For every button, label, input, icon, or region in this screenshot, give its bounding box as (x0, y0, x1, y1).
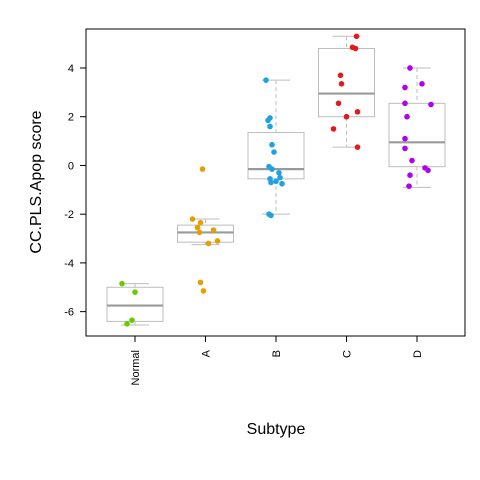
data-point-d (402, 100, 408, 107)
data-point-b (265, 117, 271, 124)
x-tick-label: B (271, 350, 283, 357)
data-point-d (402, 135, 408, 142)
data-point-b (267, 123, 273, 130)
box-c (318, 35, 375, 148)
data-point-a (199, 166, 206, 172)
x-tick-label: D (412, 350, 424, 358)
y-tick-label: 4 (68, 63, 74, 75)
data-point-b (263, 77, 269, 83)
data-point-b (268, 179, 274, 186)
data-point-b (279, 180, 285, 187)
data-point-d (409, 157, 415, 164)
x-tick-label: Normal (130, 350, 142, 385)
boxes-layer (106, 35, 446, 326)
data-point-c (330, 126, 337, 132)
data-point-d (407, 65, 413, 71)
x-tick-label: C (342, 350, 354, 358)
box-b (247, 79, 305, 215)
data-point-normal (129, 317, 135, 323)
box-iqr (318, 47, 375, 118)
y-tick-label: -6 (64, 307, 74, 319)
y-tick-label: 0 (68, 160, 74, 172)
data-point-a (197, 219, 204, 226)
data-point-c (353, 33, 360, 40)
data-point-b (277, 174, 283, 181)
data-point-a (205, 240, 212, 247)
box-iqr (247, 132, 305, 180)
box-iqr (177, 224, 234, 243)
data-point-d (406, 183, 412, 189)
data-point-c (338, 81, 345, 87)
data-point-a (189, 216, 196, 222)
box-d (388, 67, 446, 188)
data-point-d (425, 167, 431, 174)
data-point-b (269, 166, 275, 172)
data-point-d (428, 101, 434, 108)
data-point-b (273, 178, 279, 185)
data-point-d (407, 172, 413, 178)
x-axis: Normal A B C D (130, 335, 424, 385)
data-point-c (337, 72, 344, 79)
data-point-a (196, 229, 203, 236)
data-point-a (210, 227, 217, 233)
y-tick-label: -4 (64, 258, 74, 270)
points-layer (119, 33, 434, 327)
data-point-normal (124, 321, 130, 327)
data-point-c (352, 45, 359, 52)
box-a (177, 218, 234, 246)
data-point-d (419, 81, 425, 87)
data-point-a (194, 224, 201, 231)
data-point-c (335, 100, 342, 107)
data-point-normal (119, 280, 125, 287)
data-point-c (354, 144, 361, 150)
x-tick-label: A (201, 349, 213, 357)
data-point-b (269, 141, 275, 148)
data-point-b (268, 212, 274, 219)
data-point-a (200, 288, 207, 294)
box-iqr (388, 102, 446, 168)
data-point-b (271, 149, 277, 155)
data-point-a (214, 238, 221, 244)
data-point-normal (132, 289, 138, 295)
y-tick-label: -2 (64, 209, 74, 221)
data-point-c (343, 113, 350, 120)
data-point-a (197, 279, 204, 286)
data-point-d (404, 113, 410, 120)
data-point-d (402, 145, 408, 152)
data-point-b (276, 169, 282, 176)
x-axis-title: Subtype (247, 421, 306, 438)
y-tick-label: 2 (68, 112, 74, 124)
y-axis-title: CC.PLS.Apop score (28, 110, 45, 253)
y-axis: -6 -4 -2 0 2 4 (64, 63, 87, 319)
data-point-d (402, 84, 408, 91)
data-point-c (354, 109, 361, 115)
